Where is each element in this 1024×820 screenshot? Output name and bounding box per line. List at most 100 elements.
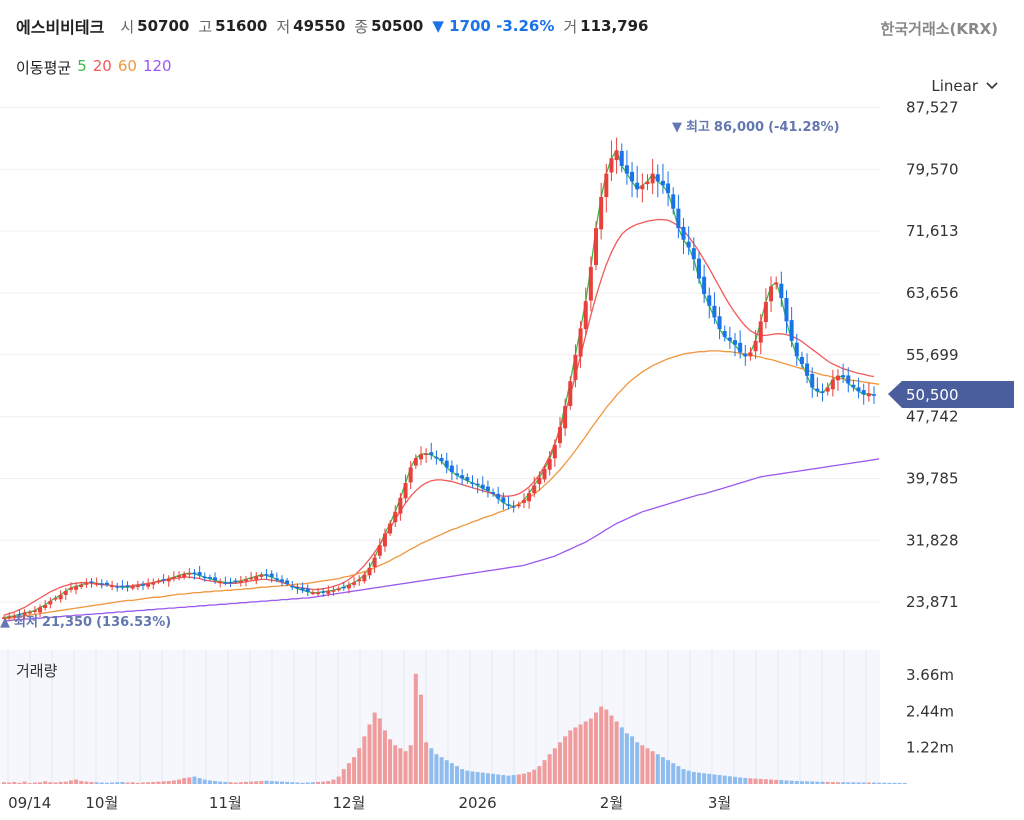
volume-bar [702, 773, 707, 784]
candle-body [609, 158, 614, 173]
volume-tick-label: 3.66m [906, 666, 954, 684]
volume-bar [763, 779, 768, 784]
candle-body [403, 483, 408, 499]
candle-body [542, 469, 547, 480]
candle-body [192, 572, 197, 575]
volume-bar [557, 742, 562, 784]
candle-body [434, 456, 439, 459]
candle-body [537, 477, 542, 485]
candle-body [841, 375, 846, 378]
candle-body [444, 460, 449, 468]
quote-header: 에스비비테크 시 50700 고 51600 저 49550 종 50500 ▼ 170… [16, 14, 658, 38]
candle-body [130, 586, 135, 589]
volume-bar [830, 782, 835, 784]
volume-bar [63, 781, 68, 784]
open-label: 시 [120, 17, 135, 36]
volume-title: 거래량 [16, 662, 58, 680]
price-tick-label: 23,871 [906, 593, 959, 611]
ma-20[interactable]: 20 [92, 57, 112, 75]
candles [2, 137, 876, 622]
volume-bar [872, 782, 876, 784]
volume-bar [769, 779, 774, 784]
candle-body [7, 616, 12, 619]
candle-body [424, 453, 429, 455]
candle-body [527, 493, 532, 502]
volume-bar [660, 757, 665, 784]
volume-bar [573, 727, 578, 784]
candle-body [696, 258, 701, 279]
candle-body [645, 181, 650, 185]
candle-body [413, 458, 418, 466]
volume-bar [341, 769, 346, 784]
volume-bar [846, 782, 851, 784]
ma-60[interactable]: 60 [117, 57, 137, 75]
volume-bar [254, 781, 259, 784]
candle-body [712, 305, 717, 318]
ma-5[interactable]: 5 [77, 57, 87, 75]
volume-bar [897, 782, 902, 784]
volume-bar [279, 781, 284, 784]
volume-bar [115, 782, 120, 784]
volume-bar [130, 782, 135, 784]
candle-body [290, 585, 295, 588]
volume-bar [748, 778, 753, 784]
candle-body [146, 584, 151, 587]
candle-body [32, 610, 37, 612]
volume-bar [192, 776, 197, 784]
candle-body [321, 591, 326, 593]
volume-bar [207, 780, 212, 784]
volume-bar [733, 776, 738, 784]
volume-bar [243, 781, 248, 784]
change-percent: -3.26% [496, 17, 555, 35]
volume-bar [285, 781, 290, 784]
candle-body [151, 582, 156, 585]
volume-bar [346, 763, 351, 784]
candle-body [53, 598, 58, 600]
time-tick-label: 09/14 [8, 794, 51, 812]
volume-bar [563, 736, 568, 784]
candle-body [630, 171, 635, 182]
volume-bar [861, 782, 866, 784]
volume-bar [805, 781, 810, 784]
volume-bar [233, 782, 238, 784]
volume-bar [624, 733, 629, 784]
volume-bar [125, 782, 130, 784]
candle-body [99, 583, 104, 585]
candle-body [259, 574, 264, 577]
price-tick-label: 63,656 [906, 284, 959, 302]
candle-body [599, 197, 604, 230]
moving-average-legend: 이동평균 5 20 60 120 [16, 57, 172, 78]
volume-bar [2, 782, 6, 784]
candle-body [866, 393, 871, 397]
volume-bar [403, 751, 408, 784]
scale-selector[interactable]: Linear [931, 77, 998, 95]
candle-body [393, 511, 398, 523]
exchange-label: 한국거래소(KRX) [880, 20, 998, 38]
ma-120[interactable]: 120 [142, 57, 172, 75]
volume-bar [388, 739, 393, 784]
candle-body [202, 576, 207, 579]
candle-body [835, 375, 840, 381]
candle-body [89, 581, 94, 583]
candle-body [815, 388, 820, 392]
volume-bar [820, 781, 825, 784]
candle-body [218, 581, 223, 584]
candle-body [367, 567, 372, 576]
volume-bars [2, 673, 907, 784]
low-value: 49550 [293, 17, 346, 35]
volume-bar [635, 742, 640, 784]
volume-bar [439, 757, 444, 784]
candle-body [532, 485, 537, 494]
volume-bar [650, 751, 655, 784]
volume-bar [496, 774, 501, 784]
volume-bar [310, 782, 315, 784]
price-tick-label: 79,570 [906, 160, 959, 178]
candle-body [449, 465, 454, 473]
volume-bar [666, 760, 671, 784]
candle-body [207, 577, 212, 579]
candle-body [341, 586, 346, 589]
volume-bar [609, 715, 614, 784]
volume-bar [882, 782, 887, 784]
candle-body [346, 584, 351, 589]
